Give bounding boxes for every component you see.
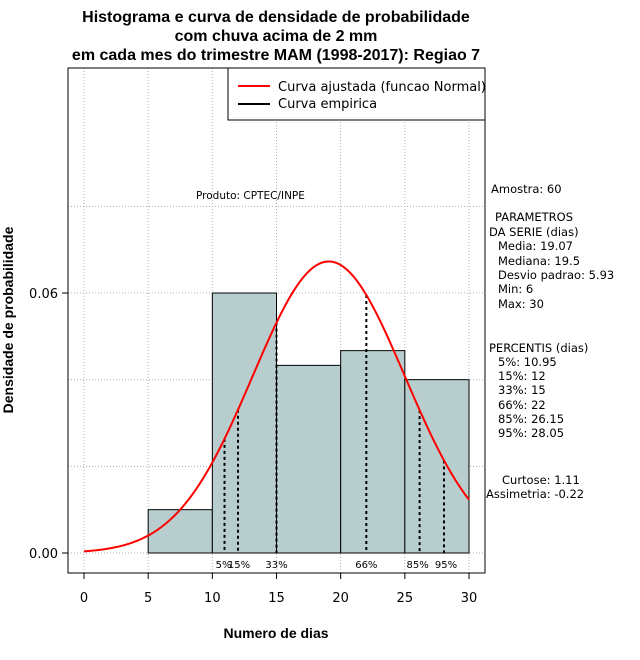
stat-p95: 95%: 28.05 bbox=[498, 426, 564, 440]
histogram-bar-3 bbox=[340, 350, 406, 554]
stat-mediana: Mediana: 19.5 bbox=[498, 254, 580, 268]
percentile-label-1: 15% bbox=[228, 560, 250, 571]
stat-params-title-2: DA SERIE (dias) bbox=[489, 225, 579, 239]
percentile-label-5: 95% bbox=[435, 560, 457, 571]
bars-layer bbox=[147, 292, 470, 554]
stat-p85: 85%: 26.15 bbox=[498, 412, 564, 426]
x-tick-label-3: 15 bbox=[268, 591, 285, 606]
x-tick-label-1: 5 bbox=[144, 591, 152, 606]
stat-params-title-1: PARAMETROS bbox=[495, 210, 573, 224]
stat-max: Max: 30 bbox=[498, 297, 544, 311]
axes-layer: 0 5 10 15 20 25 30 0.00 0.06 bbox=[29, 287, 477, 606]
x-tick-label-4: 20 bbox=[332, 591, 349, 606]
chart-title-line-2: com chuva acima de 2 mm bbox=[175, 28, 378, 45]
curve-layer bbox=[83, 260, 470, 553]
x-axis-title: Numero de dias bbox=[223, 625, 328, 641]
stat-min: Min: 6 bbox=[498, 282, 533, 296]
percentile-label-0: 5% bbox=[216, 560, 232, 571]
stat-curtose: Curtose: 1.11 bbox=[502, 473, 580, 487]
stat-p5: 5%: 10.95 bbox=[498, 355, 557, 369]
legend-label-empirical: Curva empirica bbox=[278, 97, 377, 112]
legend-label-normal: Curva ajustada (funcao Normal) bbox=[278, 80, 486, 95]
x-tick-label-5: 25 bbox=[397, 591, 414, 606]
percentile-label-3: 66% bbox=[355, 560, 377, 571]
stat-media: Media: 19.07 bbox=[498, 239, 573, 253]
legend-box bbox=[227, 67, 486, 121]
legend: Curva ajustada (funcao Normal) Curva emp… bbox=[227, 67, 486, 121]
x-tick-label-0: 0 bbox=[80, 591, 88, 606]
stat-p33: 33%: 15 bbox=[498, 383, 546, 397]
y-axis-title: Densidade de probabilidade bbox=[0, 226, 16, 413]
histogram-bar-1 bbox=[211, 292, 277, 554]
chart-title-line-3: em cada mes do trimestre MAM (1998-2017)… bbox=[72, 47, 480, 64]
normal-density-curve bbox=[83, 260, 470, 553]
percentile-label-2: 33% bbox=[265, 560, 287, 571]
stats-panel: Amostra: 60 PARAMETROS DA SERIE (dias) M… bbox=[486, 182, 614, 501]
histogram-bar-0 bbox=[147, 509, 213, 554]
stat-desvio: Desvio padrao: 5.93 bbox=[498, 268, 614, 282]
y-tick-label-1: 0.06 bbox=[29, 287, 58, 302]
producer-label: Produto: CPTEC/INPE bbox=[196, 190, 305, 202]
histogram-bar-2 bbox=[276, 364, 342, 554]
x-tick-label-2: 10 bbox=[204, 591, 221, 606]
percentile-label-4: 85% bbox=[406, 560, 428, 571]
stat-p15: 15%: 12 bbox=[498, 369, 546, 383]
stat-amostra: Amostra: 60 bbox=[491, 182, 562, 196]
chart-title-line-1: Histograma e curva de densidade de proba… bbox=[82, 9, 470, 26]
histogram-bar-4 bbox=[404, 379, 470, 554]
percentile-lines-layer: 5%15% 33% 66% 85% 95% bbox=[216, 294, 457, 571]
y-tick-label-0: 0.00 bbox=[29, 547, 58, 562]
stat-percentis-title: PERCENTIS (dias) bbox=[489, 341, 588, 355]
stat-p66: 66%: 22 bbox=[498, 398, 546, 412]
stat-assimetria: Assimetria: -0.22 bbox=[486, 487, 584, 501]
x-tick-label-6: 30 bbox=[461, 591, 478, 606]
